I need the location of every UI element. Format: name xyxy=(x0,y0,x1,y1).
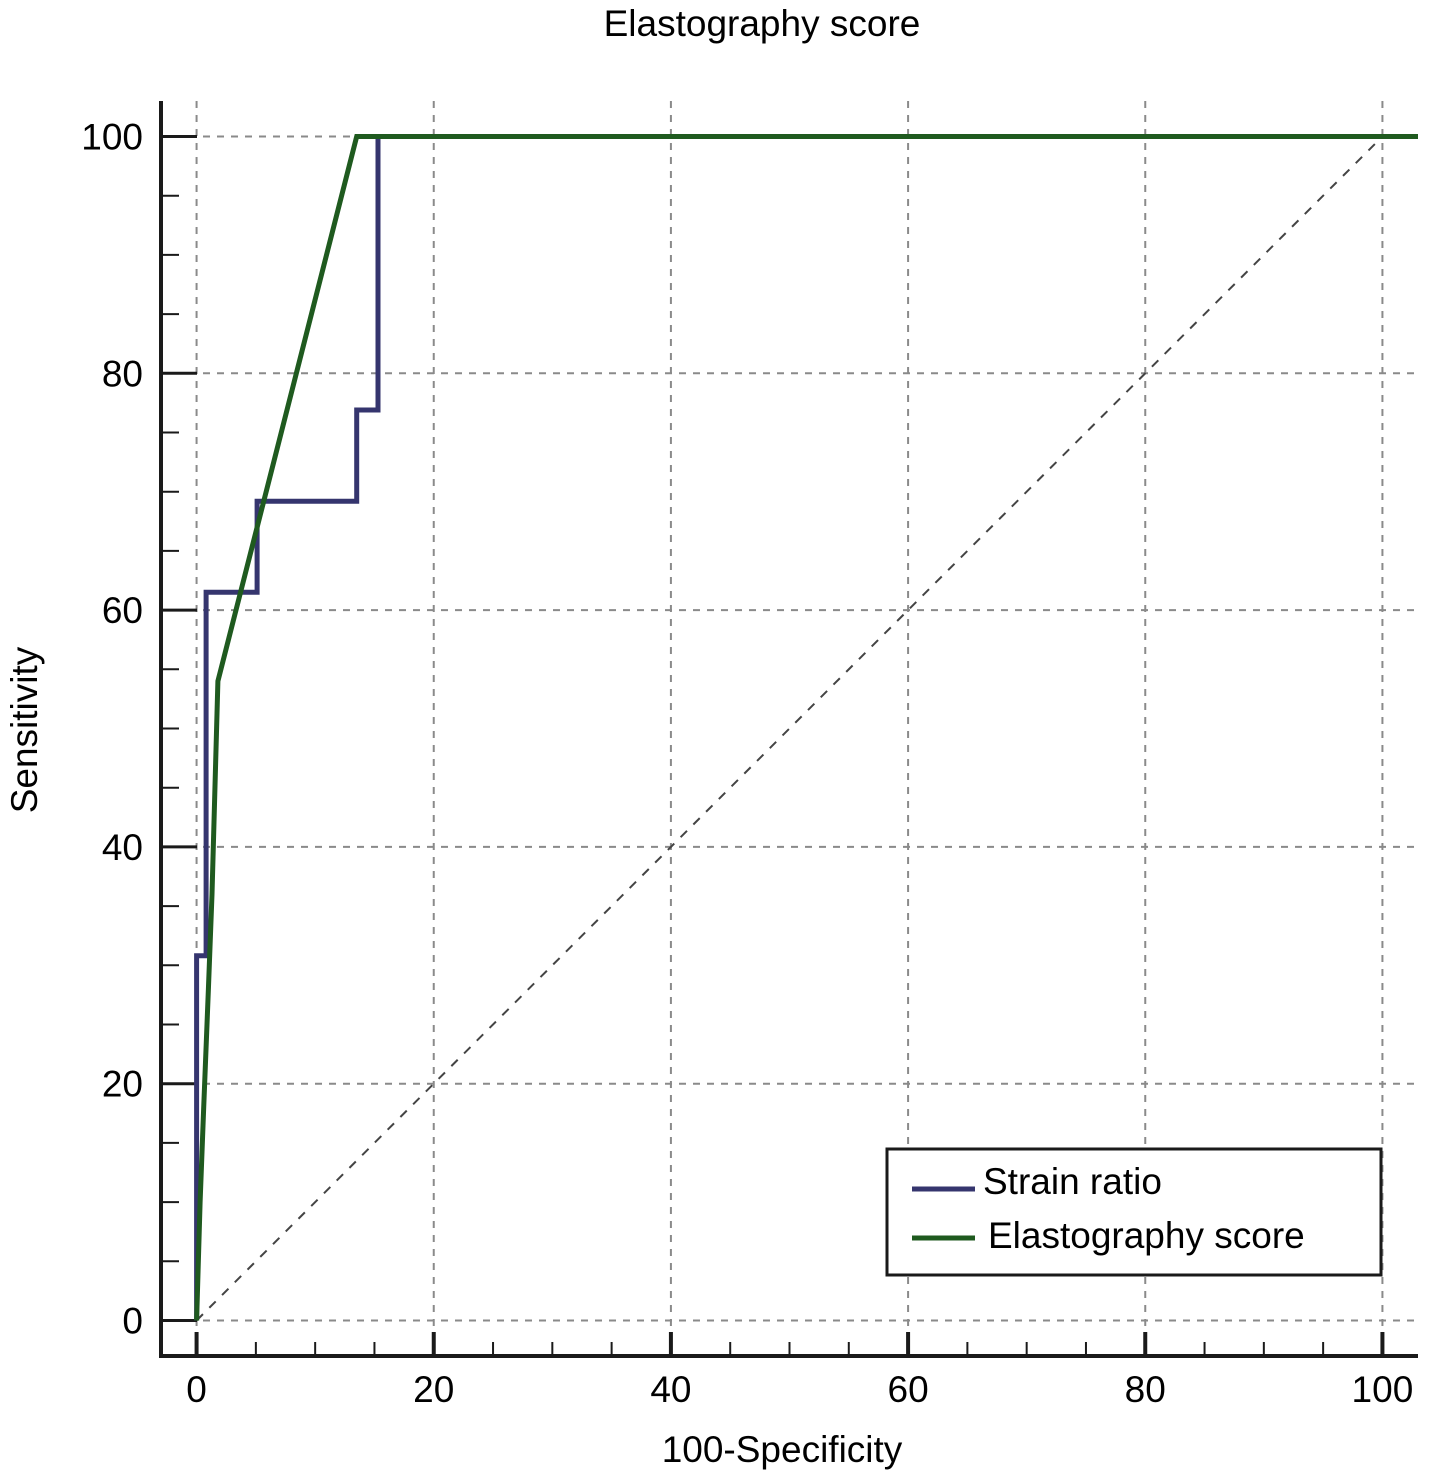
x-tick-label: 80 xyxy=(1125,1369,1166,1410)
legend-box xyxy=(885,1147,1383,1277)
x-tick-label: 0 xyxy=(186,1369,207,1410)
y-tick-label: 40 xyxy=(102,827,143,868)
x-tick-label: 20 xyxy=(413,1369,454,1410)
x-tick-label: 60 xyxy=(888,1369,929,1410)
chart-title: Elastography score xyxy=(604,3,921,44)
legend: Strain ratio Elastography score xyxy=(885,1147,1383,1277)
axes: 0 20 40 60 80 100 0 20 40 60 80 100 xyxy=(81,101,1418,1410)
y-axis-label: Sensitivity xyxy=(4,646,45,813)
series-line-strain-ratio xyxy=(194,134,1418,1321)
y-tick-label: 100 xyxy=(81,117,143,158)
y-tick-label: 20 xyxy=(102,1064,143,1105)
legend-label-strain-ratio: Strain ratio xyxy=(983,1161,1162,1202)
x-tick-label: 40 xyxy=(650,1369,691,1410)
x-tick-label: 100 xyxy=(1352,1369,1414,1410)
y-tick-label: 80 xyxy=(102,353,143,394)
x-axis-label: 100-Specificity xyxy=(662,1429,903,1470)
legend-label-elastography-score: Elastography score xyxy=(988,1215,1305,1256)
series-lines xyxy=(194,134,1418,1321)
series-line-elastography-score xyxy=(194,134,1418,1321)
y-tick-label: 0 xyxy=(122,1300,143,1341)
y-tick-label: 60 xyxy=(102,590,143,631)
reference-diagonal-line xyxy=(195,135,1384,1322)
